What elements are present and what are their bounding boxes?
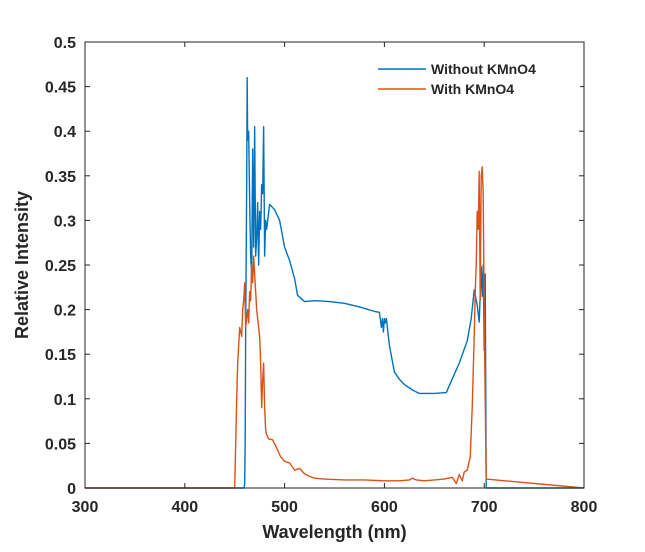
y-tick-label: 0.25 xyxy=(45,258,76,275)
series-line-with-kmno4 xyxy=(85,166,585,489)
y-axis-ticks: 0 0.05 0.1 0.15 0.2 0.25 0.3 0.35 0.4 0.45 0.5 xyxy=(45,35,584,498)
x-tick-label: 600 xyxy=(371,499,398,516)
x-tick-label: 400 xyxy=(171,499,198,516)
series-layer xyxy=(85,76,585,489)
legend-box xyxy=(372,57,580,102)
x-tick-label: 700 xyxy=(471,499,498,516)
y-tick-label: 0.05 xyxy=(45,436,76,453)
x-tick-label: 500 xyxy=(271,499,298,516)
x-tick-label: 300 xyxy=(72,499,99,516)
y-tick-label: 0 xyxy=(67,481,76,498)
x-axis-ticks: 300 400 500 600 700 800 xyxy=(72,42,598,516)
y-tick-label: 0.4 xyxy=(54,124,76,141)
y-axis-title: Relative Intensity xyxy=(12,191,32,339)
x-tick-label: 800 xyxy=(571,499,598,516)
series-line-without-kmno4 xyxy=(85,76,584,489)
y-tick-label: 0.2 xyxy=(54,303,76,320)
plot-background xyxy=(85,42,584,488)
y-tick-label: 0.3 xyxy=(54,213,76,230)
y-tick-label: 0.1 xyxy=(54,392,76,409)
legend: Without KMnO4 With KMnO4 xyxy=(372,57,580,102)
y-tick-label: 0.5 xyxy=(54,35,76,52)
x-axis-title: Wavelength (nm) xyxy=(262,522,406,542)
legend-label-with-kmno4: With KMnO4 xyxy=(431,81,514,97)
y-tick-label: 0.15 xyxy=(45,347,76,364)
legend-label-without-kmno4: Without KMnO4 xyxy=(431,61,536,77)
y-tick-label: 0.45 xyxy=(45,80,76,97)
y-tick-label: 0.35 xyxy=(45,169,76,186)
